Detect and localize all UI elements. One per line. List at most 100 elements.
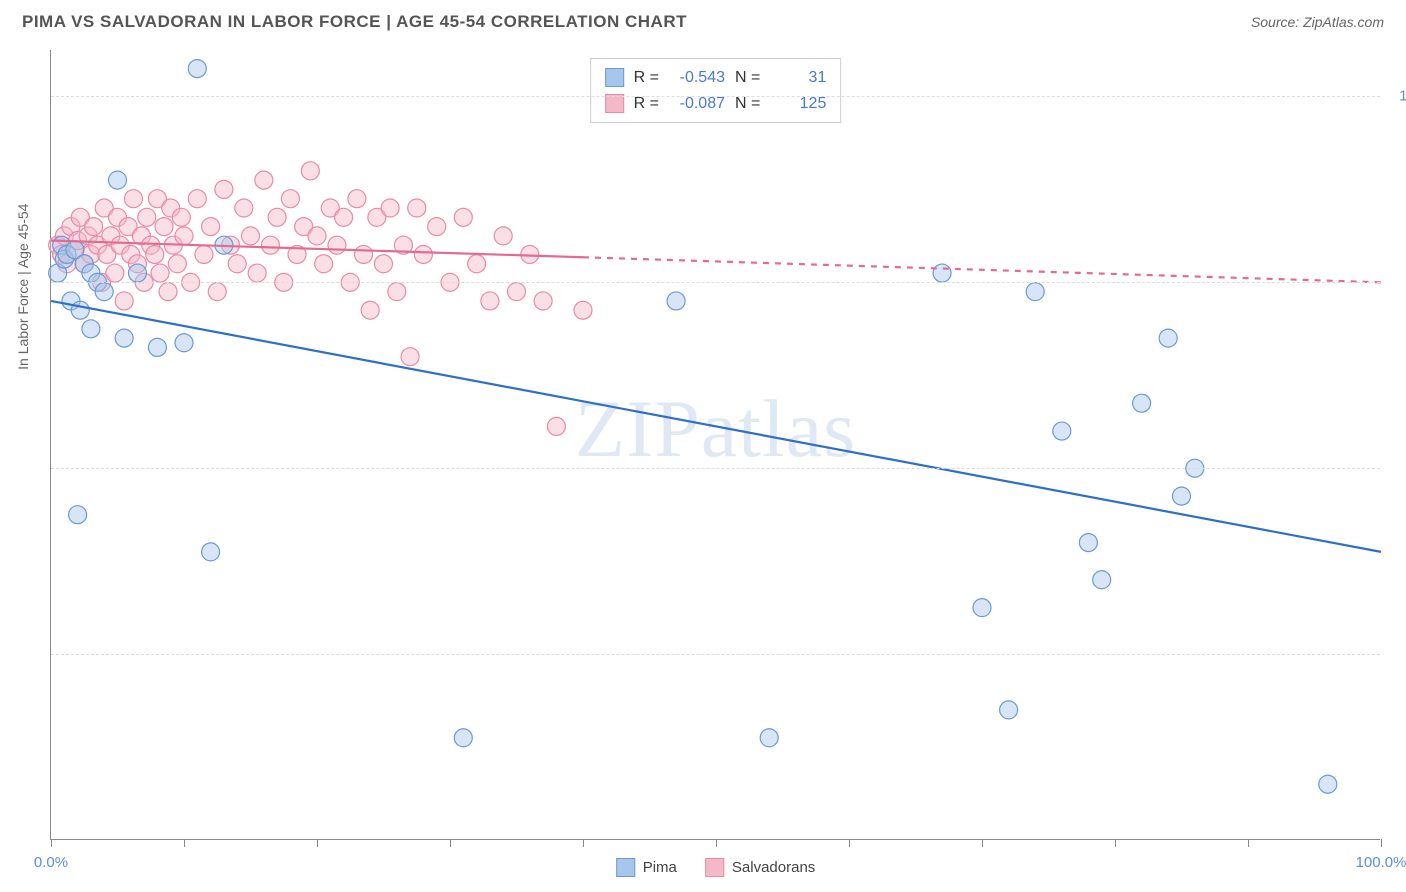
data-point [168, 255, 186, 273]
x-tick [982, 839, 983, 847]
regression-line [583, 257, 1381, 282]
data-point [375, 255, 393, 273]
y-tick-label: 40.0% [1390, 646, 1406, 663]
data-point [315, 255, 333, 273]
chart-header: PIMA VS SALVADORAN IN LABOR FORCE | AGE … [0, 0, 1406, 40]
data-point [202, 218, 220, 236]
data-point [574, 301, 592, 319]
data-point [667, 292, 685, 310]
data-point [146, 245, 164, 263]
data-point [124, 190, 142, 208]
data-point [547, 417, 565, 435]
data-point [228, 255, 246, 273]
x-tick [184, 839, 185, 847]
data-point [348, 190, 366, 208]
data-point [973, 599, 991, 617]
data-point [155, 218, 173, 236]
data-point [301, 162, 319, 180]
data-point [172, 208, 190, 226]
legend-item-pima: Pima [616, 858, 677, 877]
data-point [428, 218, 446, 236]
data-point [481, 292, 499, 310]
data-point [534, 292, 552, 310]
data-point [1319, 775, 1337, 793]
data-point [85, 218, 103, 236]
data-point [148, 338, 166, 356]
pima-swatch [605, 68, 624, 87]
data-point [82, 320, 100, 338]
y-axis-label: In Labor Force | Age 45-54 [15, 203, 31, 369]
data-point [328, 236, 346, 254]
data-point [175, 227, 193, 245]
data-point [109, 171, 127, 189]
data-point [454, 729, 472, 747]
legend-row-pima: R = -0.543 N = 31 [605, 65, 827, 91]
data-point [188, 60, 206, 78]
data-point [235, 199, 253, 217]
data-point [242, 227, 260, 245]
data-point [760, 729, 778, 747]
y-tick-label: 100.0% [1390, 88, 1406, 105]
data-point [248, 264, 266, 282]
gridline-h [51, 654, 1380, 655]
x-tick [51, 839, 52, 847]
data-point [1093, 571, 1111, 589]
data-point [208, 283, 226, 301]
data-point [95, 283, 113, 301]
data-point [106, 264, 124, 282]
series-legend: Pima Salvadorans [616, 858, 816, 877]
data-point [381, 199, 399, 217]
y-tick-label: 80.0% [1390, 274, 1406, 291]
data-point [408, 199, 426, 217]
data-point [1026, 283, 1044, 301]
data-point [115, 329, 133, 347]
data-point [138, 208, 156, 226]
data-point [1079, 534, 1097, 552]
data-point [215, 180, 233, 198]
data-point [355, 245, 373, 263]
data-point [268, 208, 286, 226]
x-tick [317, 839, 318, 847]
data-point [1173, 487, 1191, 505]
gridline-h [51, 96, 1380, 97]
scatter-plot-svg [51, 50, 1380, 839]
data-point [933, 264, 951, 282]
data-point [414, 245, 432, 263]
x-tick [450, 839, 451, 847]
x-tick [849, 839, 850, 847]
correlation-legend: R = -0.543 N = 31 R = -0.087 N = 125 [590, 58, 842, 123]
data-point [388, 283, 406, 301]
data-point [494, 227, 512, 245]
data-point [71, 301, 89, 319]
x-tick [1115, 839, 1116, 847]
data-point [308, 227, 326, 245]
pima-swatch-icon [616, 858, 635, 877]
regression-line [51, 301, 1381, 552]
y-tick-label: 60.0% [1390, 460, 1406, 477]
data-point [261, 236, 279, 254]
data-point [468, 255, 486, 273]
data-point [255, 171, 273, 189]
x-tick [583, 839, 584, 847]
data-point [159, 283, 177, 301]
data-point [281, 190, 299, 208]
data-point [454, 208, 472, 226]
data-point [1000, 701, 1018, 719]
data-point [195, 245, 213, 263]
x-tick-label: 0.0% [34, 854, 68, 871]
data-point [115, 292, 133, 310]
legend-item-salvadorans: Salvadorans [705, 858, 815, 877]
chart-title: PIMA VS SALVADORAN IN LABOR FORCE | AGE … [22, 12, 687, 32]
data-point [151, 264, 169, 282]
data-point [1159, 329, 1177, 347]
gridline-h [51, 468, 1380, 469]
data-point [1133, 394, 1151, 412]
data-point [175, 334, 193, 352]
data-point [1053, 422, 1071, 440]
data-point [401, 348, 419, 366]
gridline-h [51, 282, 1380, 283]
salvadorans-swatch-icon [705, 858, 724, 877]
x-tick [1248, 839, 1249, 847]
data-point [188, 190, 206, 208]
legend-row-salvadorans: R = -0.087 N = 125 [605, 91, 827, 117]
